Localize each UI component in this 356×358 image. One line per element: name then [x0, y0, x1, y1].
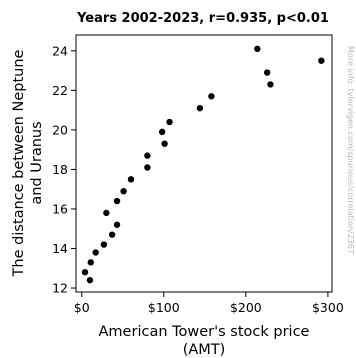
y-tick-label: 20: [52, 122, 68, 137]
data-point: [208, 93, 215, 100]
data-point: [158, 128, 166, 136]
plot-area: [75, 34, 333, 293]
y-tick-label: 12: [52, 281, 68, 296]
y-tick-label: 14: [52, 241, 68, 256]
data-point: [267, 81, 274, 88]
x-tick-label: $100: [148, 300, 180, 315]
data-point: [254, 45, 261, 53]
data-point: [166, 118, 173, 126]
x-axis-label-line2: (AMT): [183, 342, 226, 358]
data-point: [120, 187, 127, 195]
x-axis-label-line1: American Tower's stock price: [99, 324, 310, 340]
y-tick-label: 24: [52, 43, 68, 58]
y-axis: 12 14 16 18 20 22 24: [52, 43, 76, 296]
watermark: More info: tylervigen.com/spurious/corre…: [346, 46, 355, 254]
data-point: [113, 221, 121, 228]
y-tick-label: 16: [52, 201, 68, 216]
x-tick-label: $0: [74, 300, 90, 315]
data-point: [103, 209, 110, 217]
data-point: [318, 57, 325, 64]
y-tick-label: 18: [52, 162, 68, 177]
data-point: [196, 104, 204, 112]
data-point: [100, 241, 108, 248]
data-point: [86, 276, 94, 284]
data-point: [113, 197, 121, 205]
data-point: [127, 176, 135, 183]
data-point: [144, 164, 151, 171]
data-point: [161, 140, 168, 147]
x-axis: $0 $100 $200 $300: [74, 292, 344, 315]
data-points: [81, 45, 325, 284]
chart-title: Years 2002-2023, r=0.935, p<0.01: [76, 11, 329, 26]
y-tick-label: 22: [52, 83, 68, 98]
data-point: [144, 152, 151, 159]
data-point: [108, 231, 116, 238]
x-tick-label: $200: [230, 300, 262, 315]
data-point: [92, 249, 99, 256]
data-point: [263, 69, 271, 76]
data-point: [81, 269, 89, 276]
data-point: [87, 259, 94, 266]
y-axis-label-line1: The distance between Neptune: [11, 49, 27, 277]
x-tick-label: $300: [312, 300, 344, 315]
y-axis-label-line2: and Uranus: [29, 121, 45, 204]
